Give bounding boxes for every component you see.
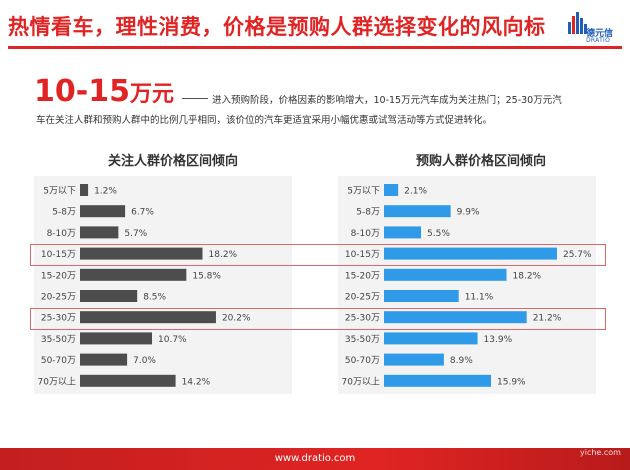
attention-category-label: 15-20万 [41,271,76,281]
purchase-bar [384,268,507,281]
purchase-bar [384,247,557,260]
purchase-bar [384,332,478,345]
logo-bars-icon [568,12,587,34]
attention-value-label: 6.7% [131,208,154,218]
watermark-circle-icon [542,424,566,448]
headline-value: 10-15 [34,74,130,109]
highlight-box-25-30 [30,308,606,330]
purchase-value-label: 8.9% [450,356,473,366]
headline-number: 10-15万元 [34,74,174,113]
dratio-logo: 德元信 DRATIO [566,6,626,50]
purchase-bar [384,205,451,218]
attention-value-label: 20.2% [222,314,251,324]
footer-url[interactable]: www.dratio.com [274,453,356,464]
attention-value-label: 18.2% [209,250,238,260]
purchase-category-label: 10-15万 [345,250,380,260]
purchase-value-label: 11.1% [465,293,494,303]
attention-value-label: 15.8% [192,271,221,281]
purchase-bar [384,353,444,366]
purchase-value-label: 5.5% [427,229,450,239]
purchase-value-label: 21.2% [533,314,562,324]
attention-value-label: 7.0% [133,356,156,366]
watermark-subtext: yiche.com [580,448,621,457]
attention-category-label: 8-10万 [47,229,76,239]
purchase-value-label: 9.9% [457,208,480,218]
attention-category-label: 20-25万 [41,293,76,303]
slide-title: 热情看车，理性消费，价格是预购人群选择变化的风向标 [8,15,546,39]
attention-value-label: 8.5% [143,293,166,303]
purchase-category-label: 20-25万 [345,293,380,303]
purchase-value-label: 2.1% [404,187,427,197]
footer-bar: www.dratio.com [0,448,630,470]
right-chart-title: 预购人群价格区间倾向 [415,154,546,169]
left-chart-title: 关注人群价格区间倾向 [107,154,238,169]
right-chart-background [338,176,596,394]
attention-bar [80,353,128,366]
purchase-value-label: 25.7% [563,250,592,260]
attention-category-label: 5万以下 [43,187,76,197]
purchase-bar [384,311,527,324]
attention-bar [80,247,203,260]
attention-category-label: 10-15万 [41,250,76,260]
attention-bar [80,268,187,281]
logo-subtext: DRATIO [586,37,611,44]
yiche-watermark: 易车 yiche.com [536,422,626,466]
purchase-category-label: 8-10万 [351,229,380,239]
highlight-box-10-15 [30,244,606,266]
purchase-category-label: 70万以上 [342,376,380,387]
attention-value-label: 5.7% [124,229,147,239]
attention-bar [80,205,126,218]
attention-value-label: 10.7% [158,335,187,345]
purchase-bar [384,290,459,302]
purchase-bar [384,184,399,196]
purchase-category-label: 15-20万 [345,271,380,281]
purchase-category-label: 35-50万 [345,335,380,345]
purchase-bar [384,374,492,387]
attention-bar [80,184,89,196]
attention-category-label: 50-70万 [41,356,76,366]
attention-value-label: 14.2% [182,377,211,387]
attention-bar [80,226,119,239]
headline-dash [182,98,208,99]
attention-category-label: 25-30万 [41,314,76,324]
attention-category-label: 5-8万 [52,208,76,218]
purchase-value-label: 18.2% [513,271,542,281]
headline-description-line1: 进入预购阶段，价格因素的影响增大，10-15万元汽车成为关注热门；25-30万元… [212,95,562,106]
attention-category-label: 35-50万 [41,335,76,345]
purchase-category-label: 5-8万 [356,208,380,218]
attention-value-label: 1.2% [94,187,117,197]
attention-bar [80,311,216,324]
watermark-text: 易车 [566,426,606,450]
purchase-category-label: 5万以下 [347,187,380,197]
attention-bar [80,374,176,387]
attention-bar [80,332,153,345]
purchase-category-label: 25-30万 [345,314,380,324]
headline-unit: 万元 [129,82,174,107]
purchase-bar [384,226,422,239]
headline-description-line2: 车在关注人群和预购人群中的比例几乎相同，该价位的汽车更适宜采用小幅优惠或试驾活动… [36,115,493,126]
purchase-category-label: 50-70万 [345,356,380,366]
purchase-value-label: 13.9% [484,335,513,345]
purchase-value-label: 15.9% [497,377,526,387]
logo-text: 德元信 [586,29,614,39]
header-divider [8,46,622,49]
attention-category-label: 70万以上 [38,376,76,387]
attention-bar [80,290,138,302]
purchase-price-chart: 5万以下 2.1% 5-8万 9.9% 8-10万 5.5% 10-15万 25.7% 15-2… [342,184,592,387]
attention-price-chart: 5万以下 1.2% 5-8万 6.7% 8-10万 5.7% 10-15万 18.2% 15-2… [38,184,251,387]
left-chart-background [34,176,292,394]
